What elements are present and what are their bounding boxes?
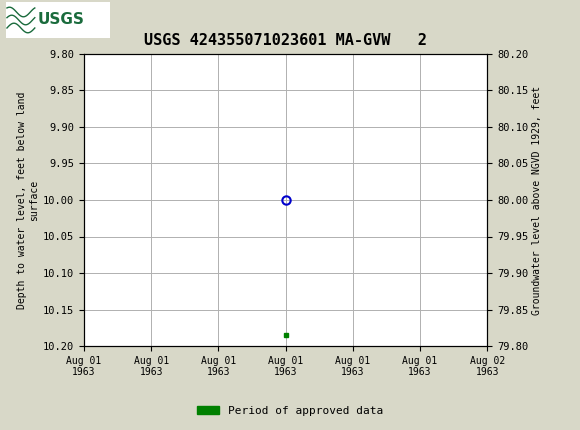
Title: USGS 424355071023601 MA-GVW   2: USGS 424355071023601 MA-GVW 2 bbox=[144, 34, 427, 49]
Legend: Period of approved data: Period of approved data bbox=[193, 401, 387, 420]
Y-axis label: Groundwater level above NGVD 1929, feet: Groundwater level above NGVD 1929, feet bbox=[532, 86, 542, 314]
Text: USGS: USGS bbox=[38, 12, 85, 28]
Y-axis label: Depth to water level, feet below land
surface: Depth to water level, feet below land su… bbox=[17, 91, 39, 309]
Bar bbox=[6, 2, 110, 38]
